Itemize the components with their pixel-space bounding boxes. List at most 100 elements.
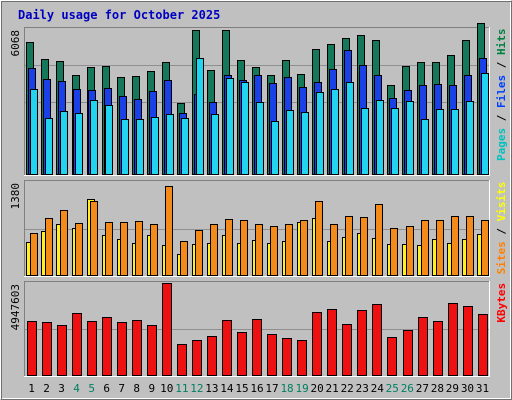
bar-requests-pages-day-27 bbox=[421, 119, 429, 175]
day-label-13: 13 bbox=[205, 382, 218, 395]
day-label-23: 23 bbox=[356, 382, 369, 395]
bar-kbytes-kbytes-day-7 bbox=[117, 322, 127, 376]
legend-visits-part-2: Visits bbox=[495, 182, 508, 222]
day-label-28: 28 bbox=[431, 382, 444, 395]
bar-kbytes-kbytes-day-5 bbox=[87, 321, 97, 376]
legend-requests-part-2: Files bbox=[495, 75, 508, 108]
bar-visits-sites-day-14 bbox=[225, 219, 233, 276]
bar-visits-sites-day-7 bbox=[120, 222, 128, 276]
bar-requests-pages-day-7 bbox=[121, 119, 129, 175]
bar-visits-sites-day-15 bbox=[240, 220, 248, 276]
legend-requests-part-0: Pages bbox=[495, 128, 508, 161]
bar-visits-sites-day-9 bbox=[150, 224, 158, 276]
bar-visits-sites-day-19 bbox=[300, 220, 308, 276]
legend-requests: Pages / Files / Hits bbox=[495, 29, 508, 162]
bar-requests-pages-day-9 bbox=[151, 117, 159, 175]
bar-requests-pages-day-23 bbox=[361, 108, 369, 175]
bar-kbytes-kbytes-day-31 bbox=[478, 314, 488, 376]
bar-kbytes-kbytes-day-3 bbox=[57, 325, 67, 376]
bar-requests-pages-day-3 bbox=[60, 111, 68, 175]
day-label-4: 4 bbox=[73, 382, 80, 395]
bar-visits-sites-day-6 bbox=[105, 222, 113, 276]
bar-kbytes-kbytes-day-19 bbox=[297, 340, 307, 376]
bar-kbytes-kbytes-day-26 bbox=[403, 330, 413, 376]
bar-kbytes-kbytes-day-16 bbox=[252, 319, 262, 376]
bar-requests-pages-day-12 bbox=[196, 58, 204, 175]
bar-kbytes-kbytes-day-27 bbox=[418, 317, 428, 376]
bar-kbytes-kbytes-day-13 bbox=[207, 336, 217, 376]
bar-kbytes-kbytes-day-25 bbox=[387, 337, 397, 376]
day-label-16: 16 bbox=[250, 382, 263, 395]
bar-requests-pages-day-11 bbox=[181, 118, 189, 175]
bar-kbytes-kbytes-day-28 bbox=[433, 321, 443, 376]
bar-visits-sites-day-3 bbox=[60, 210, 68, 276]
bar-requests-pages-day-1 bbox=[30, 89, 38, 175]
bar-kbytes-kbytes-day-20 bbox=[312, 312, 322, 376]
legend-requests-part-1: / bbox=[495, 108, 508, 128]
bar-visits-sites-day-22 bbox=[345, 216, 353, 276]
day-label-17: 17 bbox=[265, 382, 278, 395]
legend-requests-part-3: / bbox=[495, 55, 508, 75]
day-label-10: 10 bbox=[160, 382, 173, 395]
y-axis-max-label-kbytes: 4947603 bbox=[9, 284, 22, 330]
bar-kbytes-kbytes-day-8 bbox=[132, 320, 142, 376]
bar-visits-sites-day-20 bbox=[315, 201, 323, 276]
day-label-8: 8 bbox=[133, 382, 140, 395]
bar-kbytes-kbytes-day-10 bbox=[162, 283, 172, 376]
bar-requests-pages-day-15 bbox=[241, 82, 249, 175]
bar-requests-pages-day-29 bbox=[451, 109, 459, 175]
day-label-14: 14 bbox=[220, 382, 234, 395]
day-label-5: 5 bbox=[88, 382, 95, 395]
day-label-30: 30 bbox=[461, 382, 474, 395]
day-label-19: 19 bbox=[295, 382, 308, 395]
day-label-6: 6 bbox=[103, 382, 110, 395]
day-label-18: 18 bbox=[280, 382, 293, 395]
bar-requests-pages-day-19 bbox=[301, 112, 309, 175]
bar-visits-sites-day-31 bbox=[481, 220, 489, 276]
bar-visits-sites-day-8 bbox=[135, 221, 143, 276]
bar-kbytes-kbytes-day-6 bbox=[102, 317, 112, 376]
bar-visits-sites-day-5 bbox=[90, 201, 98, 276]
bar-requests-pages-day-13 bbox=[211, 114, 219, 175]
bar-kbytes-kbytes-day-15 bbox=[237, 332, 247, 376]
bar-requests-pages-day-25 bbox=[391, 108, 399, 175]
bar-visits-sites-day-10 bbox=[165, 186, 173, 276]
bar-requests-pages-day-2 bbox=[45, 118, 53, 175]
bar-requests-pages-day-4 bbox=[75, 113, 83, 175]
bar-kbytes-kbytes-day-2 bbox=[42, 322, 52, 376]
bar-kbytes-kbytes-day-21 bbox=[327, 309, 337, 376]
bar-kbytes-kbytes-day-30 bbox=[463, 306, 473, 376]
bar-kbytes-kbytes-day-1 bbox=[27, 321, 37, 376]
bar-requests-pages-day-14 bbox=[226, 78, 234, 175]
panel-requests: 6068 Pages / Files / Hits bbox=[9, 23, 508, 176]
legend-visits-part-1: / bbox=[495, 221, 508, 241]
bar-visits-sites-day-24 bbox=[375, 204, 383, 276]
day-label-31: 31 bbox=[476, 382, 489, 395]
bar-kbytes-kbytes-day-24 bbox=[372, 304, 382, 376]
bar-requests-pages-day-21 bbox=[331, 89, 339, 175]
bar-visits-sites-day-18 bbox=[285, 224, 293, 276]
legend-visits: Sites / Visits bbox=[495, 182, 508, 275]
legend-kbytes: KBytes bbox=[495, 283, 508, 323]
bar-requests-pages-day-5 bbox=[90, 100, 98, 175]
day-label-27: 27 bbox=[416, 382, 429, 395]
bar-requests-pages-day-16 bbox=[256, 102, 264, 175]
chart-title: Daily usage for October 2025 bbox=[18, 8, 220, 22]
day-label-21: 21 bbox=[326, 382, 339, 395]
bar-requests-pages-day-20 bbox=[316, 92, 324, 175]
bar-requests-pages-day-26 bbox=[406, 101, 414, 175]
day-label-22: 22 bbox=[341, 382, 354, 395]
day-label-1: 1 bbox=[28, 382, 35, 395]
day-label-29: 29 bbox=[446, 382, 459, 395]
bar-visits-sites-day-17 bbox=[270, 226, 278, 276]
bar-requests-pages-day-24 bbox=[376, 100, 384, 175]
bar-requests-pages-day-10 bbox=[166, 114, 174, 175]
day-label-20: 20 bbox=[311, 382, 324, 395]
bar-requests-pages-day-6 bbox=[105, 105, 113, 175]
bar-visits-sites-day-23 bbox=[360, 217, 368, 276]
day-label-3: 3 bbox=[58, 382, 65, 395]
bar-requests-pages-day-18 bbox=[286, 110, 294, 175]
day-label-26: 26 bbox=[401, 382, 414, 395]
